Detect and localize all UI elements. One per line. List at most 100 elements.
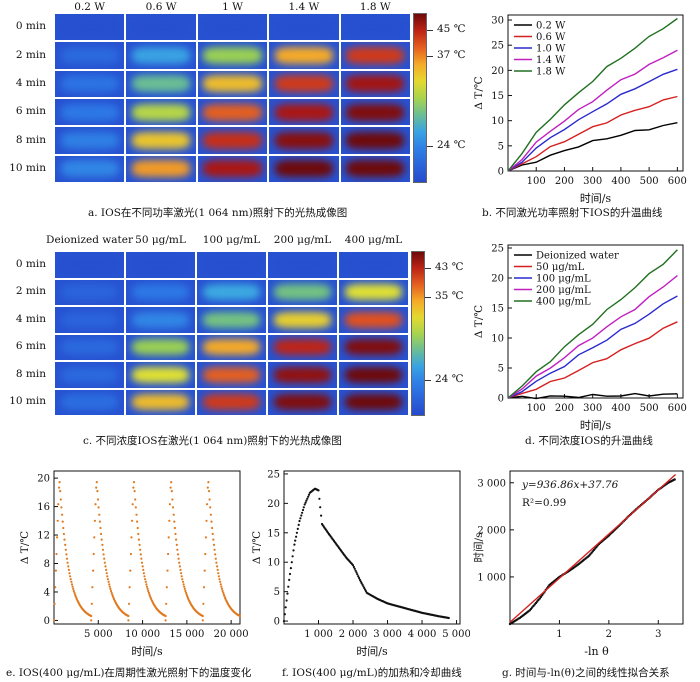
colorbar-gradient (413, 13, 427, 183)
hot-spot (346, 160, 405, 178)
series-line (507, 17, 678, 172)
data-point (98, 520, 101, 523)
x-axis-label: 时间/s (580, 192, 612, 205)
row-header: 6 min (15, 105, 46, 118)
data-point (130, 536, 133, 539)
data-point (146, 587, 149, 590)
data-point (57, 503, 60, 506)
data-point (129, 569, 132, 572)
x-tick-label: 100 (527, 403, 546, 414)
data-point (139, 553, 142, 556)
legend-label: 400 μg/mL (536, 297, 591, 308)
data-point (106, 575, 109, 578)
data-point (177, 557, 180, 560)
data-point (185, 591, 188, 594)
thermal-cell (125, 98, 197, 127)
data-point (207, 490, 211, 493)
thermal-cell (339, 126, 411, 155)
hot-spot (274, 103, 334, 121)
data-point (107, 580, 110, 583)
data-point (145, 583, 148, 586)
hot-spot (131, 103, 191, 121)
thermal-cell (125, 251, 196, 279)
data-point (97, 506, 100, 509)
data-point (131, 519, 134, 522)
data-point (59, 490, 62, 493)
data-point (284, 606, 287, 609)
hot-spot (131, 256, 190, 273)
data-point (206, 503, 209, 506)
data-point (176, 553, 180, 556)
thermal-cell (54, 69, 126, 98)
y-tick-label: 16 (37, 502, 50, 513)
thermal-cell (338, 388, 409, 416)
data-point (282, 620, 286, 623)
data-point (53, 602, 56, 605)
data-point (93, 519, 96, 522)
thermal-cell (54, 306, 125, 334)
thermal-cell (338, 333, 409, 361)
y-tick-label: 5 (274, 587, 280, 598)
hot-spot (346, 18, 405, 36)
x-tick-label: 300 (583, 403, 602, 414)
hot-spot (273, 394, 332, 411)
row-header: 4 min (15, 312, 46, 325)
data-point (294, 539, 297, 542)
x-tick-label: 300 (583, 176, 602, 187)
y-tick-label: 10 (267, 558, 280, 569)
data-point (142, 568, 145, 571)
hot-spot (274, 75, 334, 93)
data-point (306, 497, 309, 500)
data-point (70, 583, 74, 586)
colorbar-tick (425, 379, 431, 381)
data-point (295, 531, 298, 534)
thermal-cell (268, 98, 340, 127)
column-header: 1.4 W (288, 1, 320, 13)
thermal-cell (339, 69, 411, 98)
data-point (301, 511, 304, 514)
data-point (58, 481, 61, 484)
data-point (182, 583, 185, 586)
y-tick-label: 30 (491, 16, 504, 27)
thermal-cell (339, 98, 411, 127)
data-point (73, 591, 76, 594)
data-point (318, 497, 321, 500)
hot-spot (273, 256, 332, 273)
data-point (219, 580, 222, 583)
data-point (217, 575, 220, 578)
y-tick-label: 5 (498, 364, 504, 375)
column-header: 400 μg/mL (344, 234, 403, 246)
fit-line (509, 473, 677, 623)
data-point (292, 549, 295, 552)
data-point (66, 561, 69, 564)
data-point (98, 513, 101, 516)
data-point (303, 503, 306, 506)
x-tick-label: 5 000 (84, 629, 113, 640)
data-point (171, 506, 175, 509)
data-point (133, 490, 136, 493)
data-point (109, 587, 112, 590)
colorbar-tick (427, 30, 433, 31)
data-point (283, 613, 286, 616)
plot-frame (507, 244, 684, 399)
data-point (290, 561, 293, 564)
hot-spot (273, 339, 332, 356)
hot-spot (203, 75, 262, 93)
row-header: 10 min (9, 395, 46, 408)
chart-cyclic-irradiation: 5 000 10 000 15 000 20 000 0 4 8 12 16 20 时间/s Δ T/… (19, 470, 248, 658)
hot-spot (344, 394, 403, 411)
plot-frame (507, 14, 684, 172)
x-tick-label: 500 (640, 176, 659, 187)
plot-frame (509, 470, 684, 625)
y-tick-label: 15 (491, 91, 504, 102)
data-point (54, 586, 57, 589)
data-point (108, 583, 111, 586)
thermal-cell (268, 126, 340, 155)
caption-e: e. IOS(400 μg/mL)在周期性激光照射下的温度变化 (6, 667, 252, 679)
data-point (295, 535, 298, 538)
data-point (132, 486, 135, 489)
colorbar-tick (425, 297, 431, 299)
x-tick-label: 10 000 (125, 629, 160, 640)
data-point (164, 614, 167, 618)
data-point (131, 503, 134, 506)
